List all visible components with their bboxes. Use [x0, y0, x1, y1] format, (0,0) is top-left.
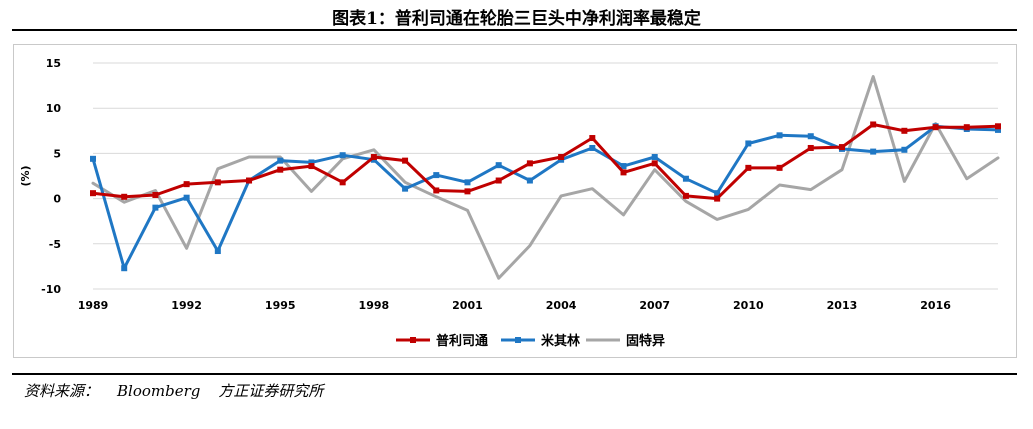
data-point	[995, 123, 1001, 130]
legend-label: 普利司通	[436, 333, 488, 349]
data-point	[807, 133, 814, 140]
data-point	[495, 177, 502, 184]
data-point	[152, 191, 159, 198]
data-point	[776, 164, 783, 171]
data-point	[121, 193, 128, 200]
data-point	[246, 177, 253, 184]
data-point	[308, 163, 315, 170]
data-point	[277, 157, 284, 164]
data-point	[402, 157, 409, 164]
x-tick-label: 1995	[265, 299, 296, 312]
data-point	[963, 124, 970, 131]
data-point	[745, 164, 752, 171]
data-point	[589, 144, 596, 151]
x-tick-label: 2010	[733, 299, 764, 312]
data-point	[121, 265, 128, 272]
legend-marker	[410, 337, 416, 343]
y-tick-label: -10	[41, 283, 61, 296]
y-tick-label: 5	[53, 147, 61, 160]
source-bloomberg: Bloomberg	[117, 382, 201, 400]
series-line	[91, 124, 1000, 270]
chart-frame	[13, 44, 1017, 358]
data-point	[714, 195, 721, 202]
data-point	[589, 135, 596, 142]
data-point	[807, 144, 814, 151]
y-axis-label: (%)	[19, 165, 32, 186]
data-point	[682, 192, 689, 199]
source-research: 方正证券研究所	[218, 382, 324, 400]
data-point	[776, 132, 783, 139]
data-point	[901, 146, 908, 153]
data-point	[183, 181, 190, 188]
top-rule	[12, 29, 1017, 31]
data-point	[214, 179, 221, 186]
y-tick-label: 0	[53, 193, 61, 206]
x-tick-label: 1992	[171, 299, 202, 312]
data-point	[558, 154, 565, 161]
data-point	[495, 162, 502, 169]
data-point	[932, 124, 939, 131]
x-tick-label: 2013	[827, 299, 858, 312]
data-point	[308, 159, 315, 166]
series-line	[91, 123, 1000, 201]
data-point	[620, 163, 627, 170]
data-point	[838, 144, 845, 151]
data-point	[152, 204, 159, 211]
data-point	[526, 160, 533, 167]
source-note: 资料来源： Bloomberg 方正证券研究所	[24, 380, 341, 401]
y-tick-label: 10	[46, 102, 62, 115]
data-point	[339, 179, 346, 186]
data-point	[745, 140, 752, 147]
data-point	[90, 190, 96, 197]
data-point	[214, 248, 221, 255]
data-point	[464, 188, 471, 195]
data-point	[651, 160, 658, 167]
data-point	[995, 126, 1001, 133]
y-tick-label: 15	[46, 57, 61, 70]
data-point	[433, 187, 440, 194]
data-point	[464, 179, 471, 186]
legend-marker	[515, 337, 521, 343]
data-point	[620, 169, 627, 176]
data-point	[714, 190, 721, 197]
bottom-rule	[12, 373, 1017, 375]
data-point	[526, 177, 533, 184]
source-label: 资料来源：	[24, 382, 100, 400]
x-tick-label: 2001	[452, 299, 483, 312]
data-point	[901, 127, 908, 134]
x-tick-label: 1989	[78, 299, 109, 312]
x-tick-label: 2007	[639, 299, 670, 312]
chart-title: 图表1：普利司通在轮胎三巨头中净利润率最稳定	[332, 9, 701, 29]
line-chart: -10 -5 0 5 10 15 1989 1992 1995 1998 2001 2004 2007 2…	[19, 57, 1001, 349]
data-point	[402, 185, 409, 192]
data-point	[651, 154, 658, 161]
x-tick-label: 2016	[920, 299, 951, 312]
legend-label: 固特异	[626, 333, 665, 349]
data-point	[90, 155, 96, 162]
data-point	[870, 121, 877, 128]
data-point	[433, 172, 440, 179]
y-tick-label: -5	[49, 238, 61, 251]
series-line	[91, 75, 1000, 280]
x-tick-label: 2004	[546, 299, 577, 312]
legend-label: 米其林	[541, 333, 580, 349]
data-point	[277, 166, 284, 173]
data-point	[870, 148, 877, 155]
data-point	[370, 154, 377, 161]
data-point	[183, 194, 190, 201]
data-point	[682, 175, 689, 182]
data-point	[339, 152, 346, 159]
x-tick-label: 1998	[359, 299, 390, 312]
